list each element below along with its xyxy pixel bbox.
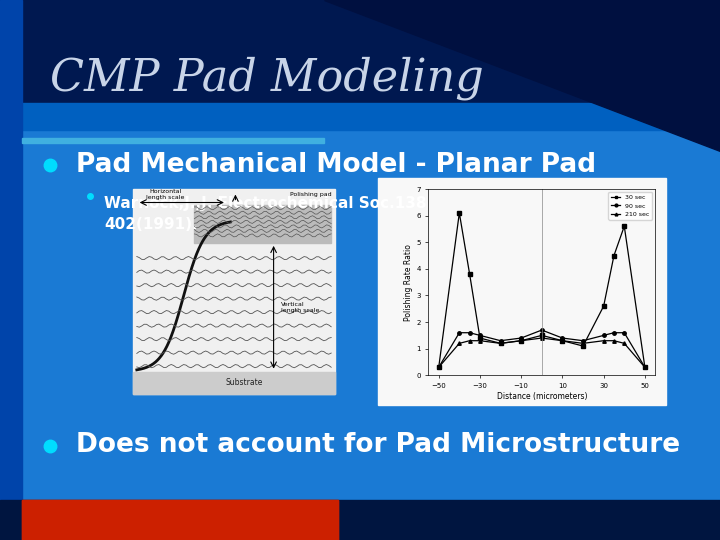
30 sec <box>641 364 649 370</box>
90 sec <box>496 338 505 344</box>
90 sec <box>641 364 649 370</box>
Text: Substrate: Substrate <box>225 379 263 387</box>
210 sec <box>579 340 588 347</box>
90 sec <box>465 329 474 336</box>
Bar <box>133 189 335 394</box>
30 sec <box>517 338 526 344</box>
Text: Polishing pad: Polishing pad <box>289 192 331 197</box>
Bar <box>194 205 331 243</box>
210 sec <box>641 364 649 370</box>
Bar <box>0 500 720 540</box>
30 sec <box>496 340 505 347</box>
90 sec <box>455 329 464 336</box>
Text: Pad Mechanical Model - Planar Pad: Pad Mechanical Model - Planar Pad <box>76 152 595 178</box>
90 sec <box>517 335 526 341</box>
Bar <box>22 500 338 540</box>
30 sec <box>476 335 485 341</box>
30 sec <box>455 210 464 216</box>
210 sec <box>465 338 474 344</box>
Bar <box>133 372 335 394</box>
Polygon shape <box>324 0 720 151</box>
Text: Does not account for Pad Microstructure: Does not account for Pad Microstructure <box>76 433 680 458</box>
210 sec <box>620 340 629 347</box>
90 sec <box>610 329 618 336</box>
30 sec <box>610 252 618 259</box>
210 sec <box>610 338 618 344</box>
Line: 90 sec: 90 sec <box>437 328 647 369</box>
Polygon shape <box>0 0 720 119</box>
X-axis label: Distance (micrometers): Distance (micrometers) <box>497 392 587 401</box>
210 sec <box>455 340 464 347</box>
210 sec <box>537 335 546 341</box>
90 sec <box>476 332 485 339</box>
90 sec <box>620 329 629 336</box>
90 sec <box>537 327 546 333</box>
Bar <box>22 500 338 540</box>
Text: Warnock,J.,J. Electrochemical Soc.138(8)2398-
402(1991).: Warnock,J.,J. Electrochemical Soc.138(8)… <box>104 196 500 232</box>
30 sec <box>620 223 629 230</box>
210 sec <box>496 340 505 347</box>
90 sec <box>579 338 588 344</box>
Bar <box>0 103 720 130</box>
90 sec <box>599 332 608 339</box>
Text: Horizontal
length scale: Horizontal length scale <box>146 189 185 200</box>
210 sec <box>558 338 567 344</box>
30 sec <box>434 364 443 370</box>
30 sec <box>579 343 588 349</box>
30 sec <box>537 332 546 339</box>
Line: 210 sec: 210 sec <box>437 336 647 369</box>
Bar <box>378 178 666 405</box>
Line: 30 sec: 30 sec <box>437 211 647 369</box>
Text: CMP Pad Modeling: CMP Pad Modeling <box>50 57 484 100</box>
Bar <box>0 0 22 540</box>
30 sec <box>558 338 567 344</box>
Bar <box>22 138 324 143</box>
Legend: 30 sec, 90 sec, 210 sec: 30 sec, 90 sec, 210 sec <box>608 192 652 219</box>
210 sec <box>599 338 608 344</box>
30 sec <box>465 271 474 278</box>
90 sec <box>434 364 443 370</box>
210 sec <box>517 338 526 344</box>
210 sec <box>434 364 443 370</box>
30 sec <box>599 303 608 309</box>
Text: Vertical
length scale: Vertical length scale <box>281 302 319 313</box>
210 sec <box>476 338 485 344</box>
Y-axis label: Polishing Rate Ratio: Polishing Rate Ratio <box>405 244 413 321</box>
90 sec <box>558 335 567 341</box>
